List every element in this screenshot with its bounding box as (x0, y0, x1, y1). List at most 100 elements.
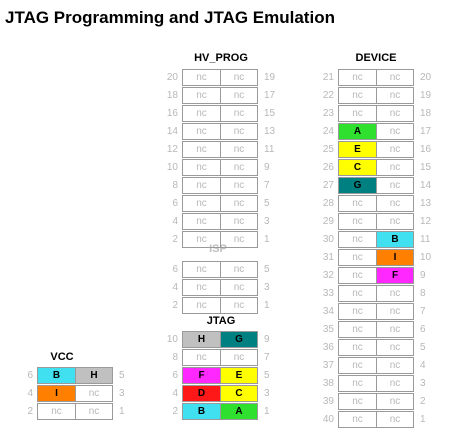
pin-number-left: 8 (172, 352, 178, 363)
pin-number-left: 10 (166, 162, 178, 173)
pin-number-right: 1 (264, 406, 270, 417)
pin-number-left: 31 (322, 252, 334, 263)
pin-cell-nc: nc (376, 105, 414, 122)
jtag-header: JTAG (206, 315, 236, 327)
pin-cell-nc: nc (220, 349, 258, 366)
pin-cell-nc: nc (376, 213, 414, 230)
pin-cell-nc: nc (182, 177, 220, 194)
pin-cell-nc: nc (182, 279, 220, 296)
pin-cell-signal: A (220, 403, 258, 420)
pin-cell-nc: nc (338, 267, 376, 284)
pin-cell-nc: nc (182, 213, 220, 230)
pin-number-right: 7 (420, 306, 426, 317)
pin-number-left: 29 (322, 216, 334, 227)
pin-cell-signal: H (75, 367, 113, 384)
pin-number-left: 4 (172, 216, 178, 227)
pin-cell-nc: nc (376, 285, 414, 302)
pin-number-left: 38 (322, 378, 334, 389)
pin-number-left: 2 (172, 406, 178, 417)
pin-number-right: 2 (420, 396, 426, 407)
pin-number-right: 9 (420, 270, 426, 281)
pin-number-left: 12 (166, 144, 178, 155)
pin-number-right: 7 (264, 180, 270, 191)
pin-cell-signal: F (182, 367, 220, 384)
pin-cell-nc: nc (376, 69, 414, 86)
pin-number-left: 40 (322, 414, 334, 425)
pin-cell-nc: nc (182, 159, 220, 176)
device-header: DEVICE (355, 52, 397, 64)
pin-cell-nc: nc (182, 87, 220, 104)
pin-cell-signal: D (182, 385, 220, 402)
pin-number-right: 5 (119, 370, 125, 381)
pin-cell-nc: nc (338, 249, 376, 266)
pin-cell-nc: nc (220, 261, 258, 278)
pin-number-right: 9 (264, 162, 270, 173)
pin-cell-signal: E (338, 141, 376, 158)
vcc-header: VCC (50, 351, 74, 363)
pin-cell-nc: nc (338, 411, 376, 428)
pin-cell-signal: E (220, 367, 258, 384)
pin-cell-nc: nc (376, 357, 414, 374)
pin-cell-nc: nc (338, 321, 376, 338)
pin-cell-nc: nc (220, 123, 258, 140)
pin-cell-nc: nc (338, 285, 376, 302)
pin-number-left: 6 (172, 198, 178, 209)
pin-cell-signal: I (376, 249, 414, 266)
pin-cell-signal: C (220, 385, 258, 402)
pin-cell-nc: nc (338, 231, 376, 248)
pin-number-left: 21 (322, 72, 334, 83)
pin-cell-nc: nc (220, 213, 258, 230)
pin-number-left: 10 (166, 334, 178, 345)
pin-cell-nc: nc (338, 375, 376, 392)
pin-number-right: 13 (420, 198, 432, 209)
pin-cell-signal: B (376, 231, 414, 248)
pin-number-left: 16 (166, 108, 178, 119)
pin-number-right: 6 (420, 324, 426, 335)
pin-cell-nc: nc (220, 297, 258, 314)
pin-cell-signal: B (37, 367, 75, 384)
pin-number-left: 27 (322, 180, 334, 191)
pin-cell-nc: nc (220, 87, 258, 104)
pin-cell-nc: nc (220, 279, 258, 296)
pin-number-left: 24 (322, 126, 334, 137)
pin-number-right: 1 (264, 234, 270, 245)
pin-cell-nc: nc (338, 213, 376, 230)
page-title: JTAG Programming and JTAG Emulation (5, 8, 335, 27)
pin-cell-nc: nc (182, 231, 220, 248)
pin-cell-nc: nc (338, 69, 376, 86)
pin-number-left: 6 (172, 264, 178, 275)
pin-number-left: 8 (172, 180, 178, 191)
pin-number-left: 4 (27, 388, 33, 399)
pin-number-right: 7 (264, 352, 270, 363)
pin-cell-nc: nc (220, 159, 258, 176)
pin-cell-nc: nc (182, 297, 220, 314)
pin-cell-nc: nc (182, 123, 220, 140)
pin-cell-nc: nc (376, 303, 414, 320)
pin-number-right: 12 (420, 216, 432, 227)
pin-number-right: 13 (264, 126, 276, 137)
pin-number-left: 28 (322, 198, 334, 209)
pin-number-left: 23 (322, 108, 334, 119)
pin-cell-signal: G (220, 331, 258, 348)
pin-number-left: 2 (172, 234, 178, 245)
pin-number-right: 11 (264, 144, 275, 155)
pin-number-left: 18 (166, 90, 178, 101)
pin-number-right: 5 (264, 370, 270, 381)
pin-cell-nc: nc (182, 349, 220, 366)
pin-cell-signal: F (376, 267, 414, 284)
pin-number-left: 6 (27, 370, 33, 381)
pin-cell-signal: I (37, 385, 75, 402)
pin-number-right: 17 (420, 126, 432, 137)
pin-cell-nc: nc (338, 339, 376, 356)
pin-cell-nc: nc (376, 339, 414, 356)
pin-number-left: 34 (322, 306, 334, 317)
pin-cell-nc: nc (338, 105, 376, 122)
pin-number-left: 25 (322, 144, 334, 155)
pin-cell-nc: nc (338, 303, 376, 320)
pin-number-right: 19 (420, 90, 432, 101)
pin-number-right: 1 (264, 300, 270, 311)
pin-number-right: 3 (119, 388, 125, 399)
pin-cell-nc: nc (376, 321, 414, 338)
pin-cell-nc: nc (376, 177, 414, 194)
pin-cell-nc: nc (220, 105, 258, 122)
